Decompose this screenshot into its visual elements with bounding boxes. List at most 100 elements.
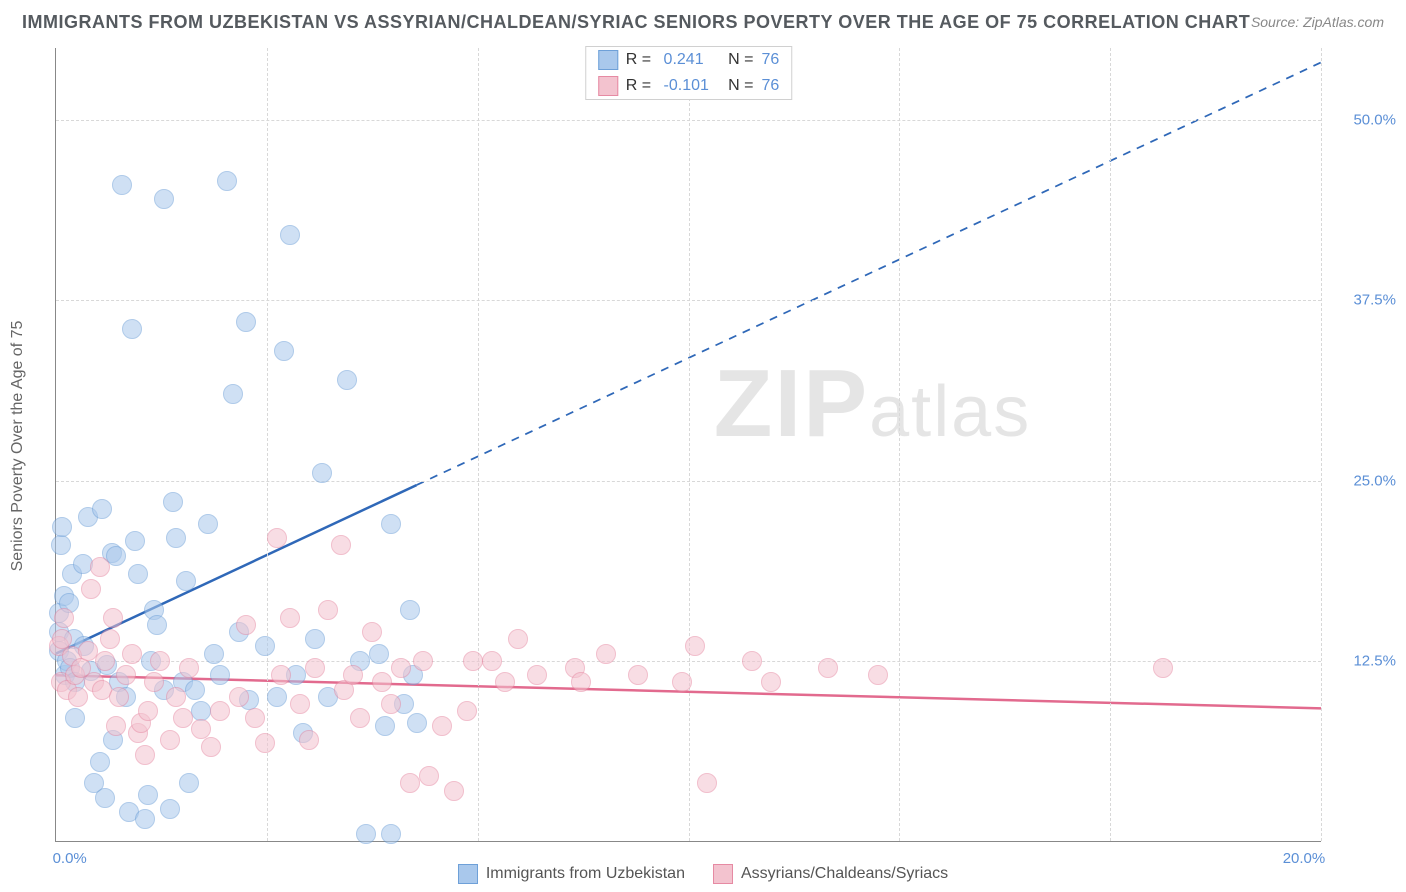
scatter-point-assyrian <box>432 716 452 736</box>
y-tick-label: 37.5% <box>1353 292 1396 309</box>
scatter-point-assyrian <box>267 528 287 548</box>
scatter-point-uzbekistan <box>400 600 420 620</box>
scatter-point-uzbekistan <box>65 708 85 728</box>
correlation-legend: R = 0.241N =76R = -0.101N =76 <box>585 46 792 100</box>
scatter-point-assyrian <box>672 672 692 692</box>
scatter-point-assyrian <box>391 658 411 678</box>
scatter-point-uzbekistan <box>381 514 401 534</box>
scatter-point-assyrian <box>100 629 120 649</box>
gridline-v <box>689 48 690 841</box>
scatter-point-uzbekistan <box>52 517 72 537</box>
scatter-point-uzbekistan <box>305 629 325 649</box>
legend-row-uzbekistan: R = 0.241N =76 <box>586 47 791 73</box>
source-label: Source: ZipAtlas.com <box>1251 14 1384 30</box>
scatter-point-assyrian <box>444 781 464 801</box>
scatter-point-assyrian <box>245 708 265 728</box>
y-axis-label: Seniors Poverty Over the Age of 75 <box>9 321 27 572</box>
scatter-point-assyrian <box>419 766 439 786</box>
scatter-point-assyrian <box>290 694 310 714</box>
scatter-point-assyrian <box>508 629 528 649</box>
scatter-point-assyrian <box>628 665 648 685</box>
scatter-point-uzbekistan <box>138 785 158 805</box>
scatter-point-assyrian <box>103 608 123 628</box>
scatter-point-assyrian <box>381 694 401 714</box>
scatter-point-assyrian <box>1153 658 1173 678</box>
scatter-point-assyrian <box>495 672 515 692</box>
scatter-point-uzbekistan <box>407 713 427 733</box>
legend-swatch-assyrian <box>598 76 618 96</box>
scatter-point-uzbekistan <box>369 644 389 664</box>
scatter-point-assyrian <box>413 651 433 671</box>
chart-container: IMMIGRANTS FROM UZBEKISTAN VS ASSYRIAN/C… <box>0 0 1406 892</box>
scatter-point-uzbekistan <box>236 312 256 332</box>
legend-r-eq: R = <box>626 77 651 95</box>
scatter-point-assyrian <box>236 615 256 635</box>
scatter-point-uzbekistan <box>337 370 357 390</box>
scatter-point-assyrian <box>305 658 325 678</box>
scatter-point-assyrian <box>685 636 705 656</box>
scatter-point-uzbekistan <box>255 636 275 656</box>
scatter-point-assyrian <box>173 708 193 728</box>
scatter-point-assyrian <box>210 701 230 721</box>
gridline-v <box>267 48 268 841</box>
y-tick-label: 12.5% <box>1353 652 1396 669</box>
watermark: ZIPatlas <box>714 349 1031 459</box>
scatter-point-uzbekistan <box>312 463 332 483</box>
scatter-point-assyrian <box>818 658 838 678</box>
legend-bottom-swatch <box>713 864 733 884</box>
scatter-point-assyrian <box>761 672 781 692</box>
scatter-point-assyrian <box>571 672 591 692</box>
scatter-point-uzbekistan <box>176 571 196 591</box>
scatter-point-assyrian <box>106 716 126 736</box>
legend-row-assyrian: R = -0.101N =76 <box>586 73 791 99</box>
plot-area: ZIPatlas R = 0.241N =76R = -0.101N =76 1… <box>55 48 1321 842</box>
legend-swatch-uzbekistan <box>598 50 618 70</box>
legend-bottom-label: Assyrians/Chaldeans/Syriacs <box>741 865 948 883</box>
legend-bottom-item-1: Assyrians/Chaldeans/Syriacs <box>713 864 948 884</box>
scatter-point-assyrian <box>68 687 88 707</box>
scatter-point-assyrian <box>742 651 762 671</box>
scatter-point-assyrian <box>179 658 199 678</box>
scatter-point-uzbekistan <box>147 615 167 635</box>
scatter-point-assyrian <box>166 687 186 707</box>
scatter-point-assyrian <box>697 773 717 793</box>
legend-bottom-item-0: Immigrants from Uzbekistan <box>458 864 685 884</box>
legend-r-value: -0.101 <box>659 77 714 95</box>
scatter-point-uzbekistan <box>185 680 205 700</box>
scatter-point-assyrian <box>596 644 616 664</box>
scatter-point-assyrian <box>331 535 351 555</box>
scatter-point-assyrian <box>138 701 158 721</box>
scatter-point-assyrian <box>463 651 483 671</box>
scatter-point-assyrian <box>280 608 300 628</box>
scatter-point-assyrian <box>350 708 370 728</box>
scatter-point-assyrian <box>116 665 136 685</box>
scatter-point-assyrian <box>95 651 115 671</box>
scatter-point-uzbekistan <box>163 492 183 512</box>
chart-title: IMMIGRANTS FROM UZBEKISTAN VS ASSYRIAN/C… <box>22 12 1250 33</box>
scatter-point-assyrian <box>318 600 338 620</box>
scatter-point-assyrian <box>868 665 888 685</box>
trend-line-dashed-uzbekistan <box>417 62 1321 485</box>
scatter-point-assyrian <box>160 730 180 750</box>
scatter-point-uzbekistan <box>204 644 224 664</box>
scatter-point-uzbekistan <box>198 514 218 534</box>
scatter-point-uzbekistan <box>125 531 145 551</box>
scatter-point-uzbekistan <box>356 824 376 844</box>
y-tick-label: 25.0% <box>1353 472 1396 489</box>
scatter-point-uzbekistan <box>274 341 294 361</box>
legend-n-value: 76 <box>761 77 779 95</box>
scatter-point-uzbekistan <box>280 225 300 245</box>
scatter-point-uzbekistan <box>381 824 401 844</box>
legend-r-eq: R = <box>626 51 651 69</box>
legend-n-value: 76 <box>761 51 779 69</box>
scatter-point-assyrian <box>144 672 164 692</box>
scatter-point-assyrian <box>271 665 291 685</box>
scatter-point-assyrian <box>400 773 420 793</box>
scatter-point-assyrian <box>150 651 170 671</box>
scatter-point-assyrian <box>122 644 142 664</box>
scatter-point-uzbekistan <box>90 752 110 772</box>
scatter-point-uzbekistan <box>95 788 115 808</box>
title-bar: IMMIGRANTS FROM UZBEKISTAN VS ASSYRIAN/C… <box>0 0 1406 36</box>
scatter-point-uzbekistan <box>160 799 180 819</box>
scatter-point-uzbekistan <box>128 564 148 584</box>
